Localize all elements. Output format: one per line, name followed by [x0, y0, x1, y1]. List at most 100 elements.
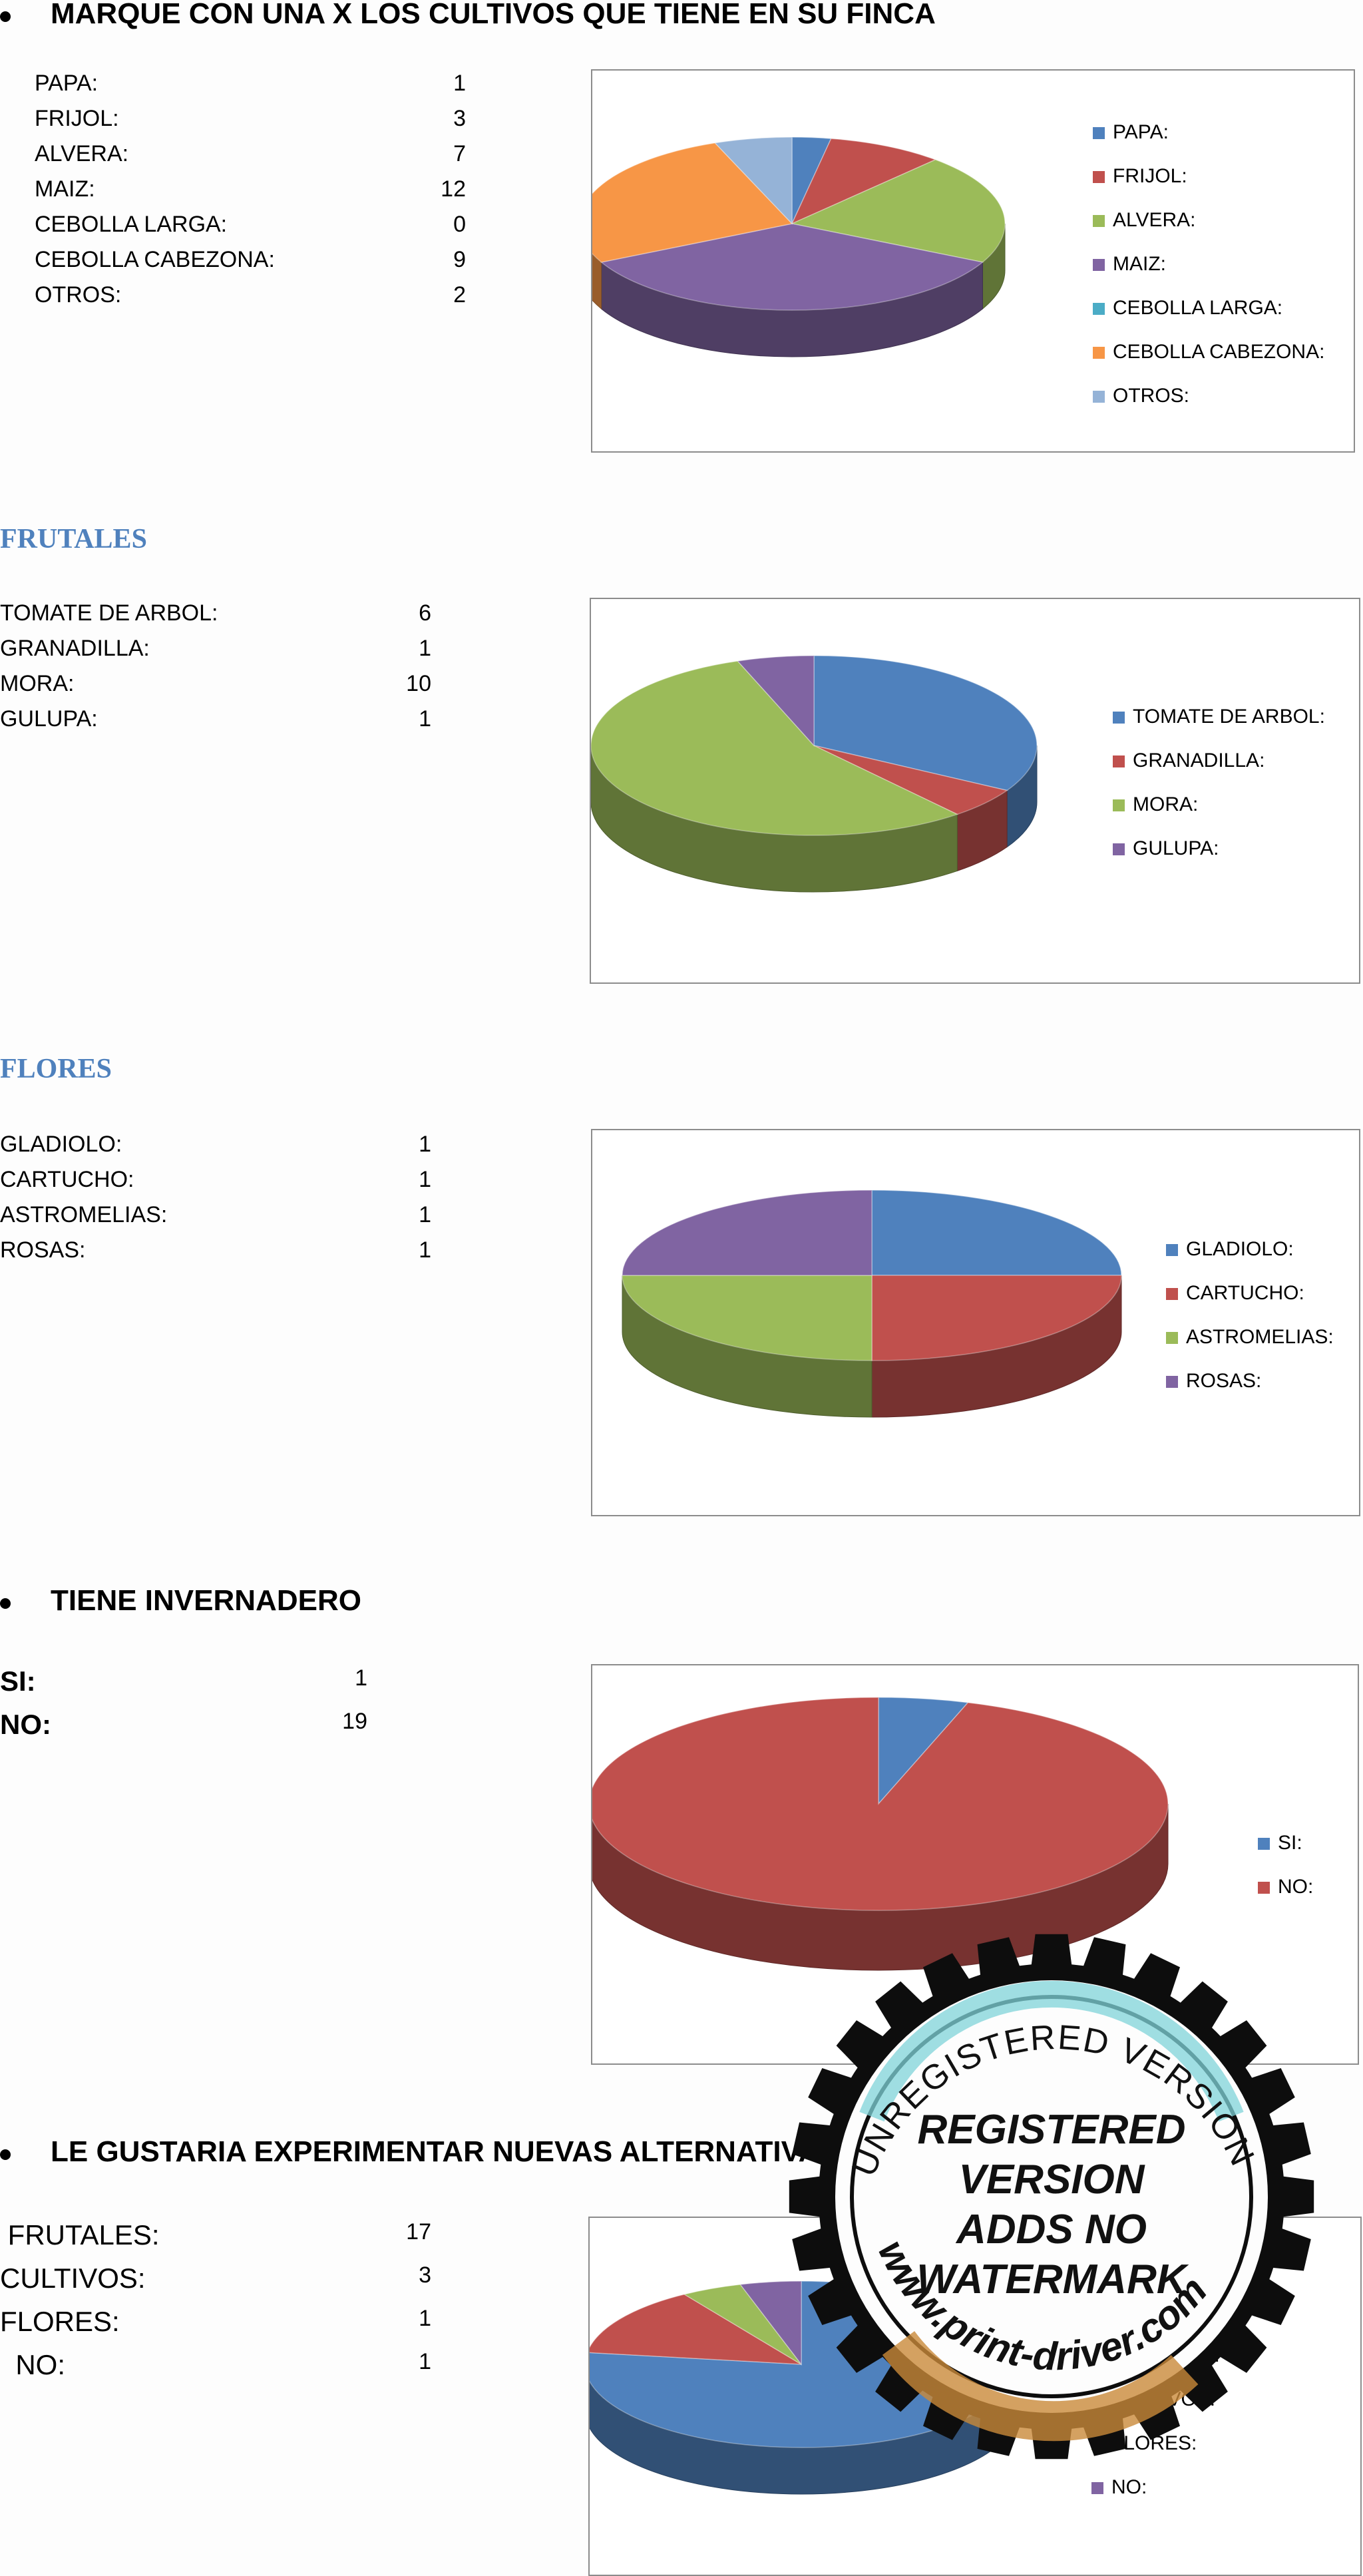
cultivos-pie-chart: PAPA: FRIJOL: ALVERA: MAIZ: CEBOLLA LARGA: CE… [591, 69, 1355, 453]
pie-slice [871, 1275, 1122, 1361]
legend-swatch [1113, 755, 1125, 767]
watermark-stamp: UNREGISTERED VERSION REGISTERED VERSION … [789, 1934, 1314, 2460]
pie-slices [591, 655, 1038, 836]
item-label: CULTIVOS: [0, 2262, 146, 2294]
pie-slice [600, 223, 984, 311]
item-value: 3 [453, 106, 466, 131]
item-value: 6 [419, 600, 431, 626]
legend-label: OTROS: [1113, 385, 1190, 407]
legend-swatch [1093, 259, 1105, 271]
item-label: ASTROMELIAS: [0, 1202, 168, 1227]
flores-pie-chart: GLADIOLO: CARTUCHO: ASTROMELIAS: ROSAS: [591, 1129, 1360, 1516]
item-label: ALVERA: [35, 141, 129, 166]
pie-slice [739, 2280, 802, 2366]
legend-swatch [1093, 171, 1105, 183]
pie-svg [622, 1189, 1122, 1418]
item-value: 1 [419, 2306, 431, 2331]
item-label: SI: [0, 1665, 36, 1697]
legend-label: CARTUCHO: [1186, 1282, 1304, 1304]
item-label: TOMATE DE ARBOL: [0, 600, 218, 626]
pie-slice [592, 1697, 1169, 1911]
pie-slice [791, 138, 937, 225]
gear-highlight-top [859, 1980, 1244, 2122]
item-value: 1 [355, 1665, 367, 1691]
legend-swatch [1093, 303, 1105, 315]
gear-center [835, 1980, 1268, 2413]
pie-slice [791, 136, 832, 224]
item-value: 1 [419, 706, 431, 732]
item-value: 19 [342, 1709, 367, 1734]
pie-slice [790, 159, 1006, 263]
pie-side-5 [592, 253, 602, 310]
item-label: PAPA: [35, 71, 98, 96]
legend-swatch [1258, 1838, 1270, 1850]
pie-svg [592, 136, 1006, 357]
item-label: NO: [0, 2349, 66, 2380]
watermark-line2: VERSION [958, 2157, 1145, 2203]
pie-slice [713, 136, 793, 225]
item-label: FRUTALES: [0, 2219, 160, 2251]
legend-swatch [1093, 215, 1105, 227]
item-value: 17 [406, 2219, 431, 2245]
pie-slice [813, 655, 1038, 791]
bullet-icon [0, 1598, 11, 1609]
item-label: FRIJOL: [35, 106, 119, 131]
watermark-line1: REGISTERED [917, 2107, 1185, 2153]
item-label: CEBOLLA LARGA: [35, 212, 228, 237]
pie-slice [813, 745, 1008, 815]
pie-slice [878, 1697, 969, 1805]
pie-sides [591, 745, 1038, 893]
frutales-heading: FRUTALES [0, 524, 147, 554]
legend-label: NO: [1278, 1876, 1314, 1898]
item-value: 2 [453, 282, 466, 308]
legend-label: ROSAS: [1186, 1370, 1262, 1392]
legend-label: PAPA: [1113, 121, 1169, 143]
legend-swatch [1258, 1882, 1270, 1894]
item-value: 3 [419, 2262, 431, 2288]
item-label: CEBOLLA CABEZONA: [35, 247, 275, 272]
legend-label: NO: [1111, 2476, 1147, 2498]
item-value: 1 [419, 1237, 431, 1263]
pie-slice [622, 1189, 873, 1276]
item-label: MORA: [0, 671, 75, 696]
item-value: 1 [419, 1132, 431, 1157]
legend-label: CEBOLLA CABEZONA: [1113, 341, 1325, 363]
legend-label: MORA: [1133, 793, 1199, 815]
watermark-line4: WATERMARK [916, 2256, 1189, 2302]
pie-svg [592, 1697, 1169, 1971]
legend-swatch [1166, 1244, 1178, 1256]
item-value: 1 [419, 636, 431, 661]
pie-slice [592, 142, 793, 263]
pie-slices [592, 136, 1006, 311]
pie-slice [590, 2294, 802, 2365]
pie-slice [736, 655, 815, 747]
bullet-icon [0, 11, 11, 22]
legend-label: GULUPA: [1133, 837, 1219, 859]
item-value: 1 [419, 1202, 431, 1227]
legend-swatch [1113, 843, 1125, 855]
item-value: 0 [453, 212, 466, 237]
item-value: 12 [441, 176, 466, 202]
legend-label: GRANADILLA: [1133, 750, 1265, 771]
item-value: 10 [406, 671, 431, 696]
item-value: 1 [419, 1167, 431, 1192]
item-label: GULUPA: [0, 706, 98, 732]
flores-heading: FLORES [0, 1054, 112, 1084]
item-label: MAIZ: [35, 176, 95, 202]
gear-icon [789, 1934, 1314, 2460]
bullet-icon [0, 2149, 11, 2160]
pie-slices [592, 1697, 1169, 1911]
item-label: GLADIOLO: [0, 1132, 122, 1157]
legend-label: ASTROMELIAS: [1186, 1326, 1334, 1348]
legend-label: FRIJOL: [1113, 165, 1187, 187]
legend-swatch [1093, 391, 1105, 403]
item-value: 1 [419, 2349, 431, 2374]
pie-slice [871, 1189, 1122, 1276]
item-label: ROSAS: [0, 1237, 86, 1263]
item-label: OTROS: [35, 282, 122, 308]
legend-swatch [1166, 1332, 1178, 1344]
watermark-line3: ADDS NO [955, 2207, 1147, 2253]
gear-highlight-bottom [882, 2330, 1199, 2442]
pie-slice [683, 2284, 802, 2365]
legend-swatch [1166, 1376, 1178, 1388]
